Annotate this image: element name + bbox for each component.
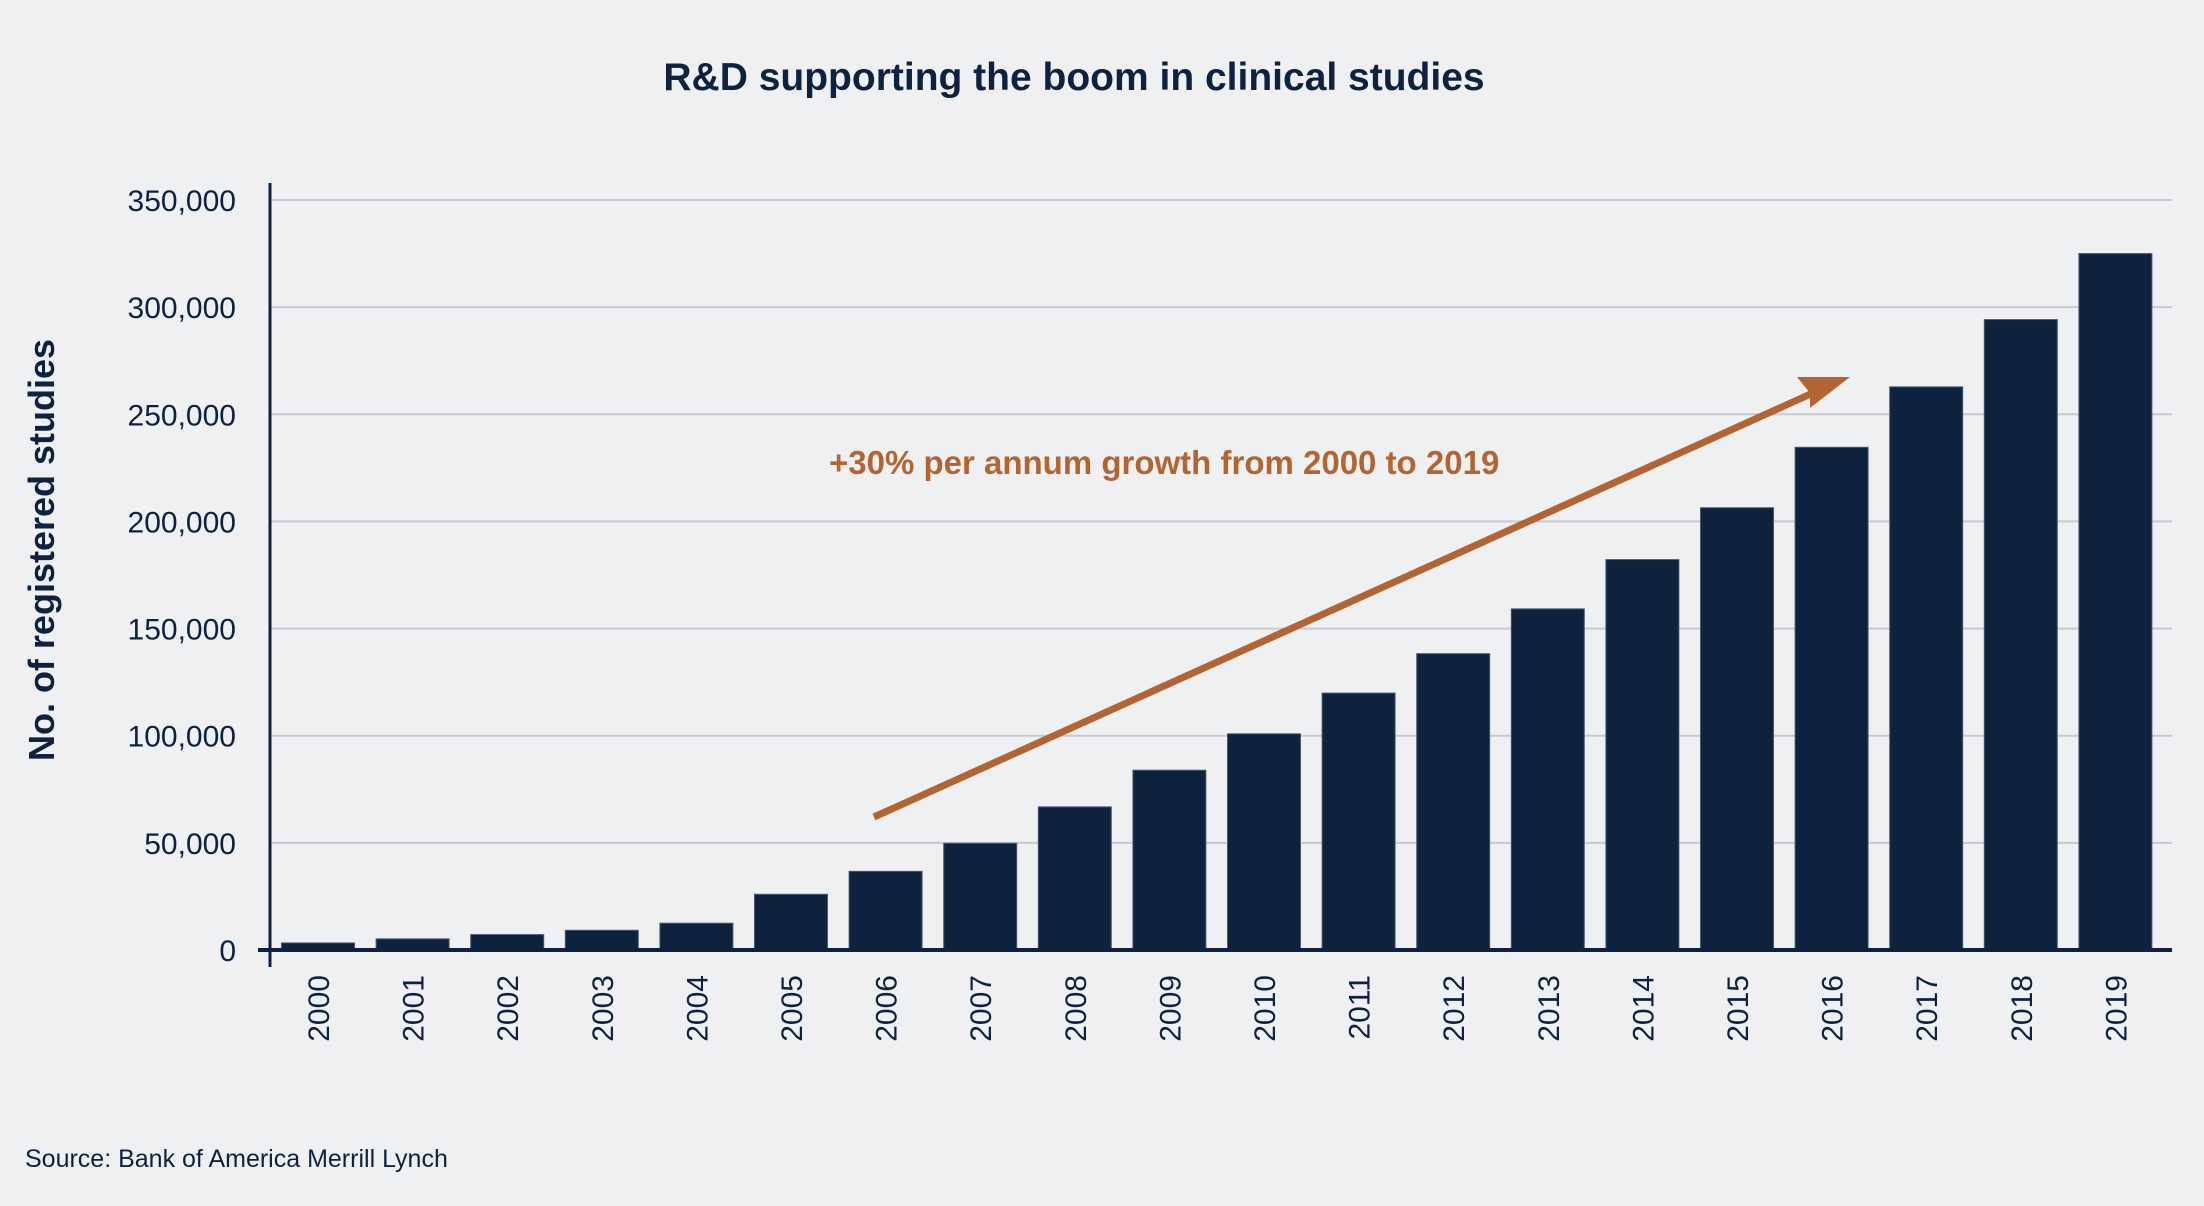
y-axis-ticks: 0 50,000 100,000 150,000 200,000 250,000 300,0… <box>128 185 236 968</box>
y-tick-label: 50,000 <box>144 828 236 861</box>
y-tick-label: 200,000 <box>128 506 236 539</box>
bar-2009 <box>1132 769 1207 951</box>
x-tick-label: 2019 <box>2100 975 2133 1042</box>
x-tick-label: 2014 <box>1627 975 1660 1042</box>
bar-2005 <box>754 893 828 951</box>
x-tick-label: 2004 <box>681 975 714 1042</box>
x-tick-label: 2009 <box>1154 975 1187 1042</box>
bars <box>281 253 2153 951</box>
bar-2012 <box>1416 653 1491 951</box>
bar-2007 <box>943 842 1018 951</box>
bar-2017 <box>1889 386 1964 951</box>
x-tick-label: 2006 <box>871 975 904 1042</box>
x-tick-label: 2012 <box>1438 975 1471 1042</box>
x-tick-label: 2017 <box>1911 975 1944 1042</box>
y-tick-label: 350,000 <box>128 185 236 218</box>
x-tick-label: 2010 <box>1249 975 1282 1042</box>
y-tick-label: 250,000 <box>128 399 236 432</box>
y-tick-label: 0 <box>219 935 236 968</box>
y-tick-label: 100,000 <box>128 721 236 754</box>
x-tick-label: 2018 <box>2006 975 2039 1042</box>
bar-2018 <box>1983 319 2058 951</box>
annotation-arrow-line <box>872 388 1817 821</box>
annotation: +30% per annum growth from 2000 to 2019 <box>829 377 1850 821</box>
x-tick-label: 2000 <box>303 975 336 1042</box>
x-tick-label: 2003 <box>587 975 620 1042</box>
bar-2010 <box>1227 733 1301 951</box>
bar-2019 <box>2078 253 2153 951</box>
bar-2002 <box>470 934 545 951</box>
x-tick-label: 2008 <box>1060 975 1093 1042</box>
annotation-text: +30% per annum growth from 2000 to 2019 <box>829 444 1499 481</box>
bar-2016 <box>1794 446 1869 951</box>
bar-2008 <box>1037 806 1112 951</box>
bar-2013 <box>1510 608 1585 951</box>
gridlines <box>270 199 2172 844</box>
x-tick-label: 2002 <box>492 975 525 1042</box>
x-tick-label: 2001 <box>398 975 431 1042</box>
y-tick-label: 150,000 <box>128 614 236 647</box>
bar-2003 <box>564 929 639 951</box>
x-tick-label: 2016 <box>1817 975 1850 1042</box>
x-tick-label: 2015 <box>1722 975 1755 1042</box>
bar-2006 <box>848 870 923 951</box>
x-tick-label: 2013 <box>1533 975 1566 1042</box>
bar-2014 <box>1605 559 1680 951</box>
chart-title: R&D supporting the boom in clinical stud… <box>663 56 1484 99</box>
x-tick-label: 2011 <box>1344 975 1377 1040</box>
x-axis-ticks: 2000 2001 2002 2003 2004 2005 2006 2007 2008 2009… <box>303 975 2133 1042</box>
arrow-head-icon <box>1797 377 1850 408</box>
y-axis-label: No. of registered studies <box>21 339 62 761</box>
x-tick-label: 2005 <box>776 975 809 1042</box>
bar-2011 <box>1321 692 1396 951</box>
y-tick-label: 300,000 <box>128 292 236 325</box>
bar-2004 <box>659 922 734 951</box>
source-note: Source: Bank of America Merrill Lynch <box>25 1145 448 1173</box>
bar-2015 <box>1700 507 1774 951</box>
x-tick-label: 2007 <box>965 975 998 1042</box>
